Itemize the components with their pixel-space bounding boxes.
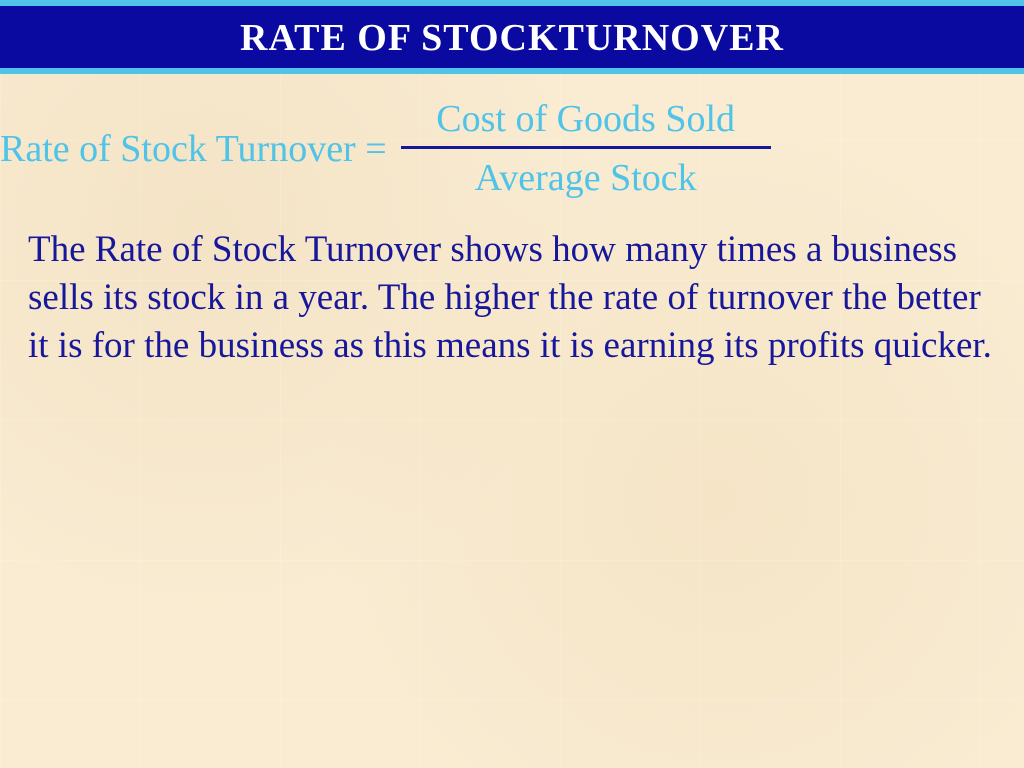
page-title: RATE OF STOCKTURNOVER [240,17,784,59]
formula-fraction: Cost of Goods Sold Average Stock [401,96,771,202]
formula-denominator: Average Stock [465,155,707,203]
formula-numerator: Cost of Goods Sold [426,96,745,144]
explanation-text: The Rate of Stock Turnover shows how man… [0,212,1024,370]
formula-lhs: Rate of Stock Turnover = [0,127,387,171]
formula-row: Rate of Stock Turnover = Cost of Goods S… [0,74,1024,212]
fraction-bar [401,146,771,149]
title-bar: RATE OF STOCKTURNOVER [0,0,1024,74]
